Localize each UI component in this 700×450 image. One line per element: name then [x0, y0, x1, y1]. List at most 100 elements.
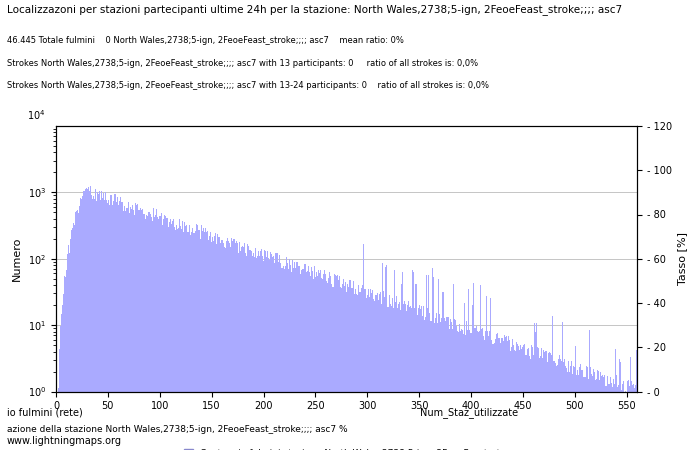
Bar [220, 243, 221, 450]
Bar [118, 206, 119, 450]
Bar [180, 226, 181, 450]
Bar [315, 277, 316, 450]
Bar [260, 251, 261, 450]
Bar [330, 276, 332, 450]
Bar [547, 362, 548, 450]
Bar [416, 315, 418, 450]
Bar [532, 347, 533, 450]
Bar [563, 362, 564, 450]
Bar [606, 386, 608, 450]
Bar [427, 308, 428, 450]
Bar [151, 217, 152, 450]
Bar [486, 296, 487, 450]
Text: Strokes North Wales,2738;5-ign, 2FeoeFeast_stroke;;;; asc7 with 13 participants:: Strokes North Wales,2738;5-ign, 2FeoeFea… [7, 58, 478, 68]
Bar [119, 201, 120, 450]
Text: 46.445 Totale fulmini    0 North Wales,2738;5-ign, 2FeoeFeast_stroke;;;; asc7   : 46.445 Totale fulmini 0 North Wales,2738… [7, 36, 404, 45]
Bar [572, 374, 573, 450]
Bar [530, 359, 531, 450]
Bar [291, 272, 292, 450]
Bar [256, 258, 257, 450]
Bar [85, 188, 87, 450]
Bar [153, 208, 154, 450]
Bar [470, 333, 472, 450]
Bar [534, 323, 535, 450]
Bar [348, 287, 349, 450]
Bar [97, 192, 98, 450]
Bar [167, 227, 169, 450]
Bar [544, 352, 545, 450]
Bar [580, 364, 582, 450]
Bar [373, 299, 374, 450]
Bar [412, 270, 414, 450]
Bar [466, 321, 468, 450]
Bar [511, 347, 512, 450]
Bar [333, 274, 335, 450]
Bar [189, 225, 190, 450]
Bar [164, 215, 165, 450]
Bar [598, 370, 599, 450]
Bar [513, 345, 514, 450]
Bar [311, 267, 312, 450]
Bar [137, 204, 139, 450]
Bar [300, 274, 302, 450]
Bar [593, 369, 594, 450]
Text: Localizzazoni per stazioni partecipanti ultime 24h per la stazione: North Wales,: Localizzazoni per stazioni partecipanti … [7, 4, 622, 15]
Bar [512, 339, 513, 450]
Bar [320, 270, 321, 450]
Bar [595, 380, 596, 450]
Bar [263, 261, 264, 450]
Bar [496, 334, 498, 450]
Bar [131, 209, 132, 450]
Bar [419, 309, 421, 450]
Bar [546, 351, 547, 450]
Bar [447, 317, 448, 450]
Bar [587, 367, 588, 450]
Bar [162, 225, 163, 450]
Bar [313, 279, 314, 450]
Bar [178, 229, 179, 450]
Bar [346, 292, 347, 450]
Bar [468, 289, 470, 450]
Bar [258, 251, 259, 450]
Bar [201, 225, 202, 450]
Bar [98, 194, 99, 450]
Bar [270, 252, 272, 450]
Bar [193, 233, 195, 450]
Y-axis label: Numero: Numero [13, 237, 22, 281]
Bar [541, 348, 542, 450]
Bar [492, 344, 493, 450]
Bar [632, 385, 634, 450]
Bar [322, 279, 323, 450]
Bar [536, 323, 537, 450]
Bar [459, 324, 460, 450]
Bar [454, 319, 455, 450]
Bar [73, 223, 74, 450]
Bar [531, 345, 532, 450]
Bar [561, 361, 562, 450]
Bar [629, 386, 630, 450]
Bar [133, 210, 134, 450]
Bar [442, 292, 444, 450]
Bar [571, 361, 572, 450]
Bar [435, 319, 436, 450]
Bar [505, 338, 506, 450]
Bar [608, 384, 610, 450]
Bar [63, 294, 64, 450]
Bar [174, 227, 175, 450]
Bar [266, 257, 267, 450]
Bar [117, 197, 118, 450]
Bar [183, 232, 184, 450]
Bar [90, 186, 91, 450]
Bar [326, 280, 328, 450]
Bar [370, 288, 371, 450]
Bar [508, 336, 509, 450]
Bar [599, 380, 600, 450]
Bar [543, 350, 544, 450]
Bar [150, 214, 151, 450]
Bar [202, 231, 203, 450]
Bar [352, 288, 354, 450]
Bar [107, 203, 108, 450]
Bar [139, 208, 141, 450]
Bar [290, 265, 291, 450]
Bar [460, 331, 461, 450]
